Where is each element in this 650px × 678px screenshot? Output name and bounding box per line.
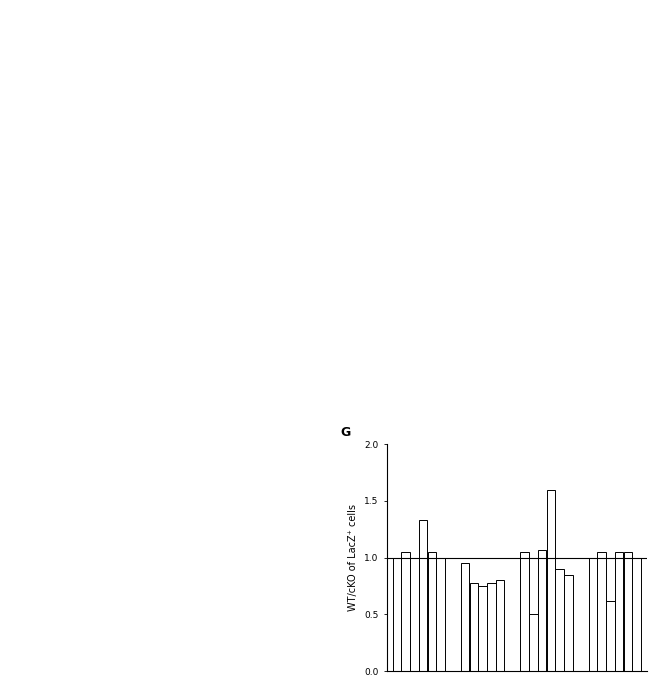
Bar bbox=[597, 552, 606, 671]
Bar bbox=[606, 601, 615, 671]
Bar bbox=[529, 614, 538, 671]
Bar bbox=[410, 557, 419, 671]
Bar bbox=[521, 552, 529, 671]
Bar bbox=[428, 552, 436, 671]
Bar bbox=[470, 582, 478, 671]
Bar bbox=[615, 552, 623, 671]
Bar bbox=[402, 552, 410, 671]
Bar bbox=[555, 569, 564, 671]
Text: G: G bbox=[340, 426, 350, 439]
Bar bbox=[589, 557, 597, 671]
Bar bbox=[564, 575, 573, 671]
Bar bbox=[436, 557, 445, 671]
Bar bbox=[419, 520, 427, 671]
Bar bbox=[632, 557, 641, 671]
Bar bbox=[487, 582, 495, 671]
Bar bbox=[547, 490, 555, 671]
Bar bbox=[538, 550, 547, 671]
Bar bbox=[624, 552, 632, 671]
Bar bbox=[393, 557, 401, 671]
Bar bbox=[461, 563, 469, 671]
Bar bbox=[478, 586, 487, 671]
Bar bbox=[496, 580, 504, 671]
Y-axis label: WT/cKO of LacZ⁺ cells: WT/cKO of LacZ⁺ cells bbox=[348, 504, 359, 611]
